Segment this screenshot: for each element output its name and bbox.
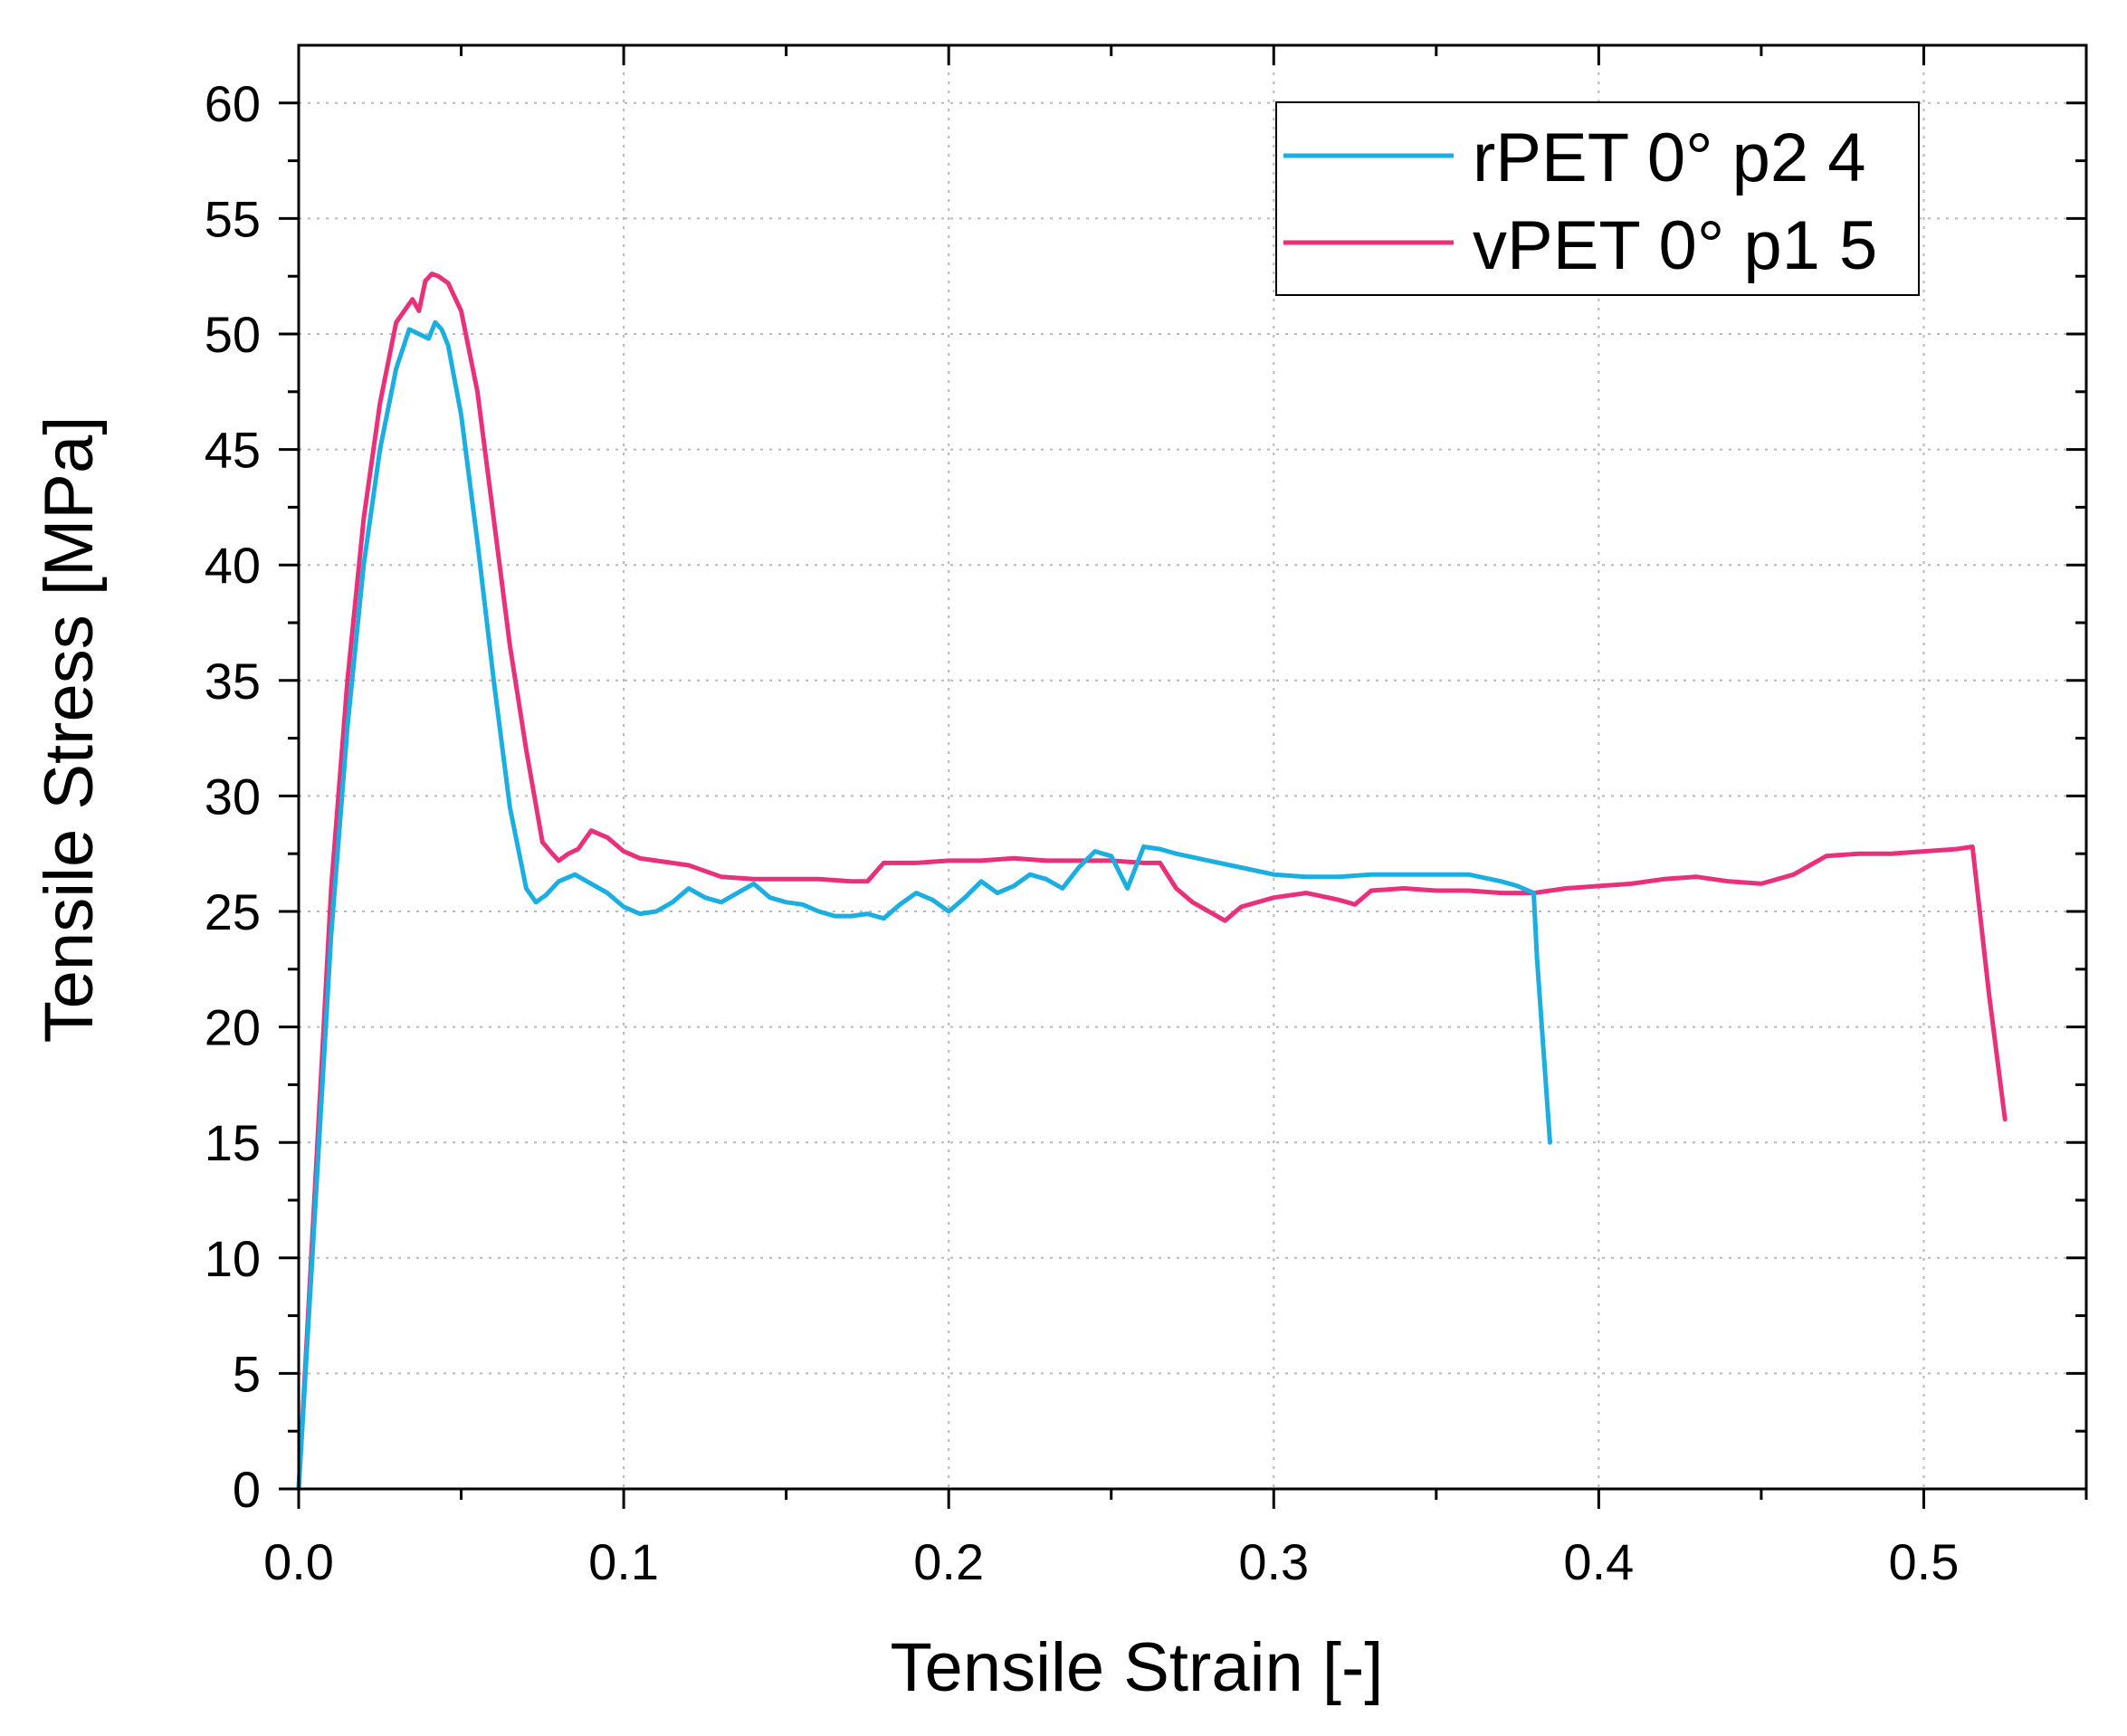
x-tick-label: 0.0	[263, 1533, 334, 1590]
y-tick-label: 50	[205, 306, 261, 363]
y-tick-label: 45	[205, 422, 261, 479]
series-layer	[296, 272, 2008, 1492]
axis-ticks: 0.0 0.1 0.2 0.3 0.4 0.5 0 5 10 15 20 25 30 35 40 45 50 55…	[205, 45, 2088, 1590]
x-tick-label: 0.2	[913, 1533, 984, 1590]
series-line-rpet	[296, 320, 1552, 1492]
y-axis-title: Tensile Stress [MPa]	[31, 416, 108, 1044]
x-axis-title: Tensile Strain [-]	[891, 1629, 1384, 1706]
x-tick-label: 0.4	[1563, 1533, 1634, 1590]
y-tick-label: 5	[233, 1345, 261, 1402]
y-tick-label: 10	[205, 1230, 261, 1287]
legend-label-vpet: vPET 0° p1 5	[1473, 207, 1877, 284]
y-tick-label: 35	[205, 653, 261, 710]
x-tick-label: 0.5	[1889, 1533, 1960, 1590]
legend-box	[1275, 101, 1920, 296]
y-tick-label: 30	[205, 768, 261, 825]
y-tick-label: 25	[205, 883, 261, 940]
y-tick-label: 40	[205, 537, 261, 594]
x-tick-label: 0.1	[588, 1533, 659, 1590]
y-tick-label: 15	[205, 1114, 261, 1171]
x-tick-label: 0.3	[1238, 1533, 1309, 1590]
series-line-vpet	[296, 272, 2008, 1492]
legend-label-rpet: rPET 0° p2 4	[1473, 119, 1866, 196]
y-tick-label: 60	[205, 75, 261, 132]
y-tick-label: 0	[233, 1461, 261, 1518]
legend: rPET 0° p2 4 vPET 0° p1 5	[1275, 101, 1920, 296]
y-tick-label: 20	[205, 999, 261, 1056]
plot-frame	[297, 43, 2088, 1491]
y-tick-label: 55	[205, 190, 261, 247]
